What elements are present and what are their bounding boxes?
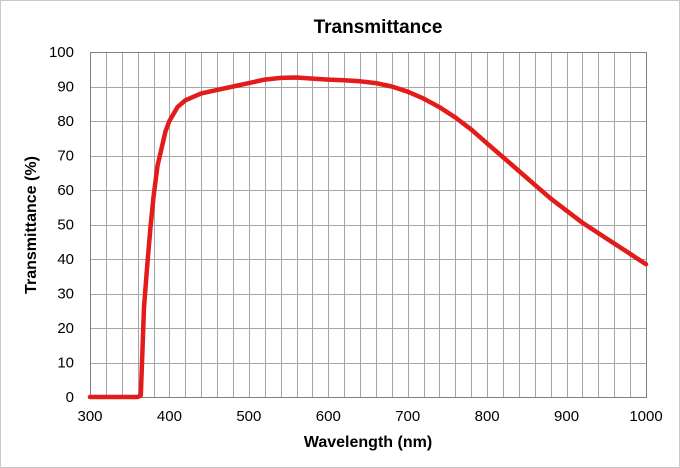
y-tick-label: 10 (57, 355, 74, 372)
series-group (87, 75, 649, 400)
y-tick-label: 30 (57, 286, 74, 303)
x-tick-label: 700 (395, 408, 420, 425)
y-tick-label: 0 (66, 389, 74, 406)
chart-title: Transmittance (314, 17, 443, 38)
y-tick-label: 90 (57, 79, 74, 96)
x-tick-label: 800 (475, 408, 500, 425)
x-tick-label: 500 (236, 408, 261, 425)
x-tick-label: 300 (77, 408, 102, 425)
x-axis-title: Wavelength (nm) (304, 434, 432, 451)
x-tick-label: 400 (157, 408, 182, 425)
transmittance-line (87, 75, 649, 400)
grid (90, 52, 646, 397)
y-tick-label: 20 (57, 320, 74, 337)
y-tick-label: 80 (57, 113, 74, 130)
y-tick-label: 70 (57, 148, 74, 165)
y-tick-label: 100 (49, 44, 74, 61)
y-tick-label: 50 (57, 217, 74, 234)
plot-area-border (90, 52, 647, 398)
y-tick-label: 40 (57, 251, 74, 268)
y-tick-label: 60 (57, 182, 74, 199)
y-tick-labels: 0 10 20 30 40 50 60 70 80 90 100 (49, 44, 74, 406)
x-tick-labels: 300 400 500 600 700 800 900 1000 (77, 408, 662, 425)
x-tick-label: 900 (554, 408, 579, 425)
y-axis-title: Transmittance (%) (23, 156, 40, 294)
x-tick-label: 1000 (629, 408, 662, 425)
x-tick-label: 600 (316, 408, 341, 425)
